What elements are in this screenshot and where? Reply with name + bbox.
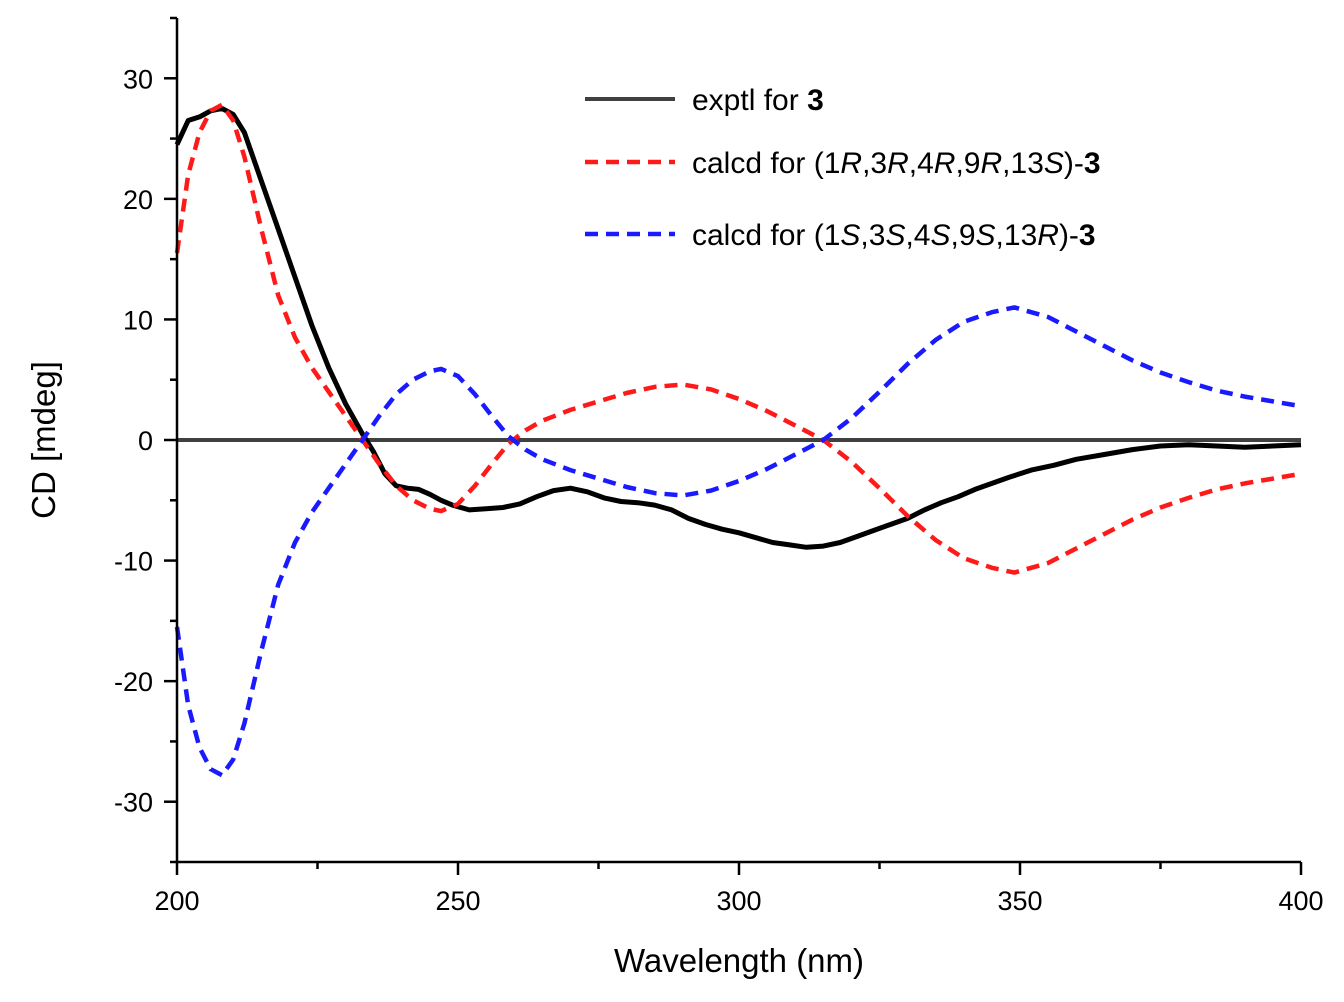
y-axis-title: CD [mdeg] (25, 361, 62, 519)
series-line-calcd-R (174, 102, 1302, 575)
legend-label-calcd-R: calcd for (1R,3R,4R,9R,13S)-3 (692, 147, 1101, 180)
x-tick-label: 250 (435, 886, 480, 916)
y-tick-label: 0 (138, 426, 153, 456)
axes: 200 250 300 350 400 -30 -20 -10 0 10 20 30 (114, 16, 1324, 916)
y-tick-label: 20 (123, 185, 153, 215)
x-tick-label: 400 (1278, 886, 1323, 916)
series-line-exptl (174, 105, 1302, 550)
x-tick-label: 350 (997, 886, 1042, 916)
x-tick-label: 200 (154, 886, 199, 916)
plot-area (174, 102, 1302, 778)
legend: exptl for 3 calcd for (1R,3R,4R,9R,13S)-3… (585, 84, 1101, 252)
y-tick-label: -30 (114, 788, 153, 818)
y-tick-label: 30 (123, 64, 153, 94)
y-tick-label: -10 (114, 547, 153, 577)
series-line-calcd-S (174, 305, 1302, 778)
y-tick-label: 10 (123, 305, 153, 335)
legend-label-exptl: exptl for 3 (692, 84, 824, 117)
y-tick-label: -20 (114, 667, 153, 697)
legend-label-calcd-S: calcd for (1S,3S,4S,9S,13R)-3 (692, 219, 1096, 252)
x-axis-title: Wavelength (nm) (614, 942, 864, 979)
x-tick-label: 300 (716, 886, 761, 916)
